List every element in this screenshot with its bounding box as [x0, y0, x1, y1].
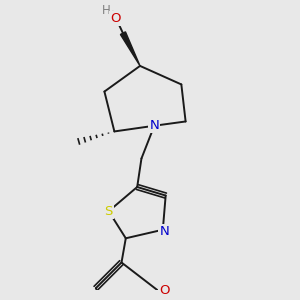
Text: O: O: [110, 12, 121, 26]
Text: N: N: [149, 119, 159, 132]
Text: N: N: [159, 225, 169, 238]
Text: O: O: [159, 284, 169, 298]
Polygon shape: [120, 32, 140, 66]
Text: H: H: [101, 4, 110, 17]
Text: S: S: [104, 205, 113, 218]
